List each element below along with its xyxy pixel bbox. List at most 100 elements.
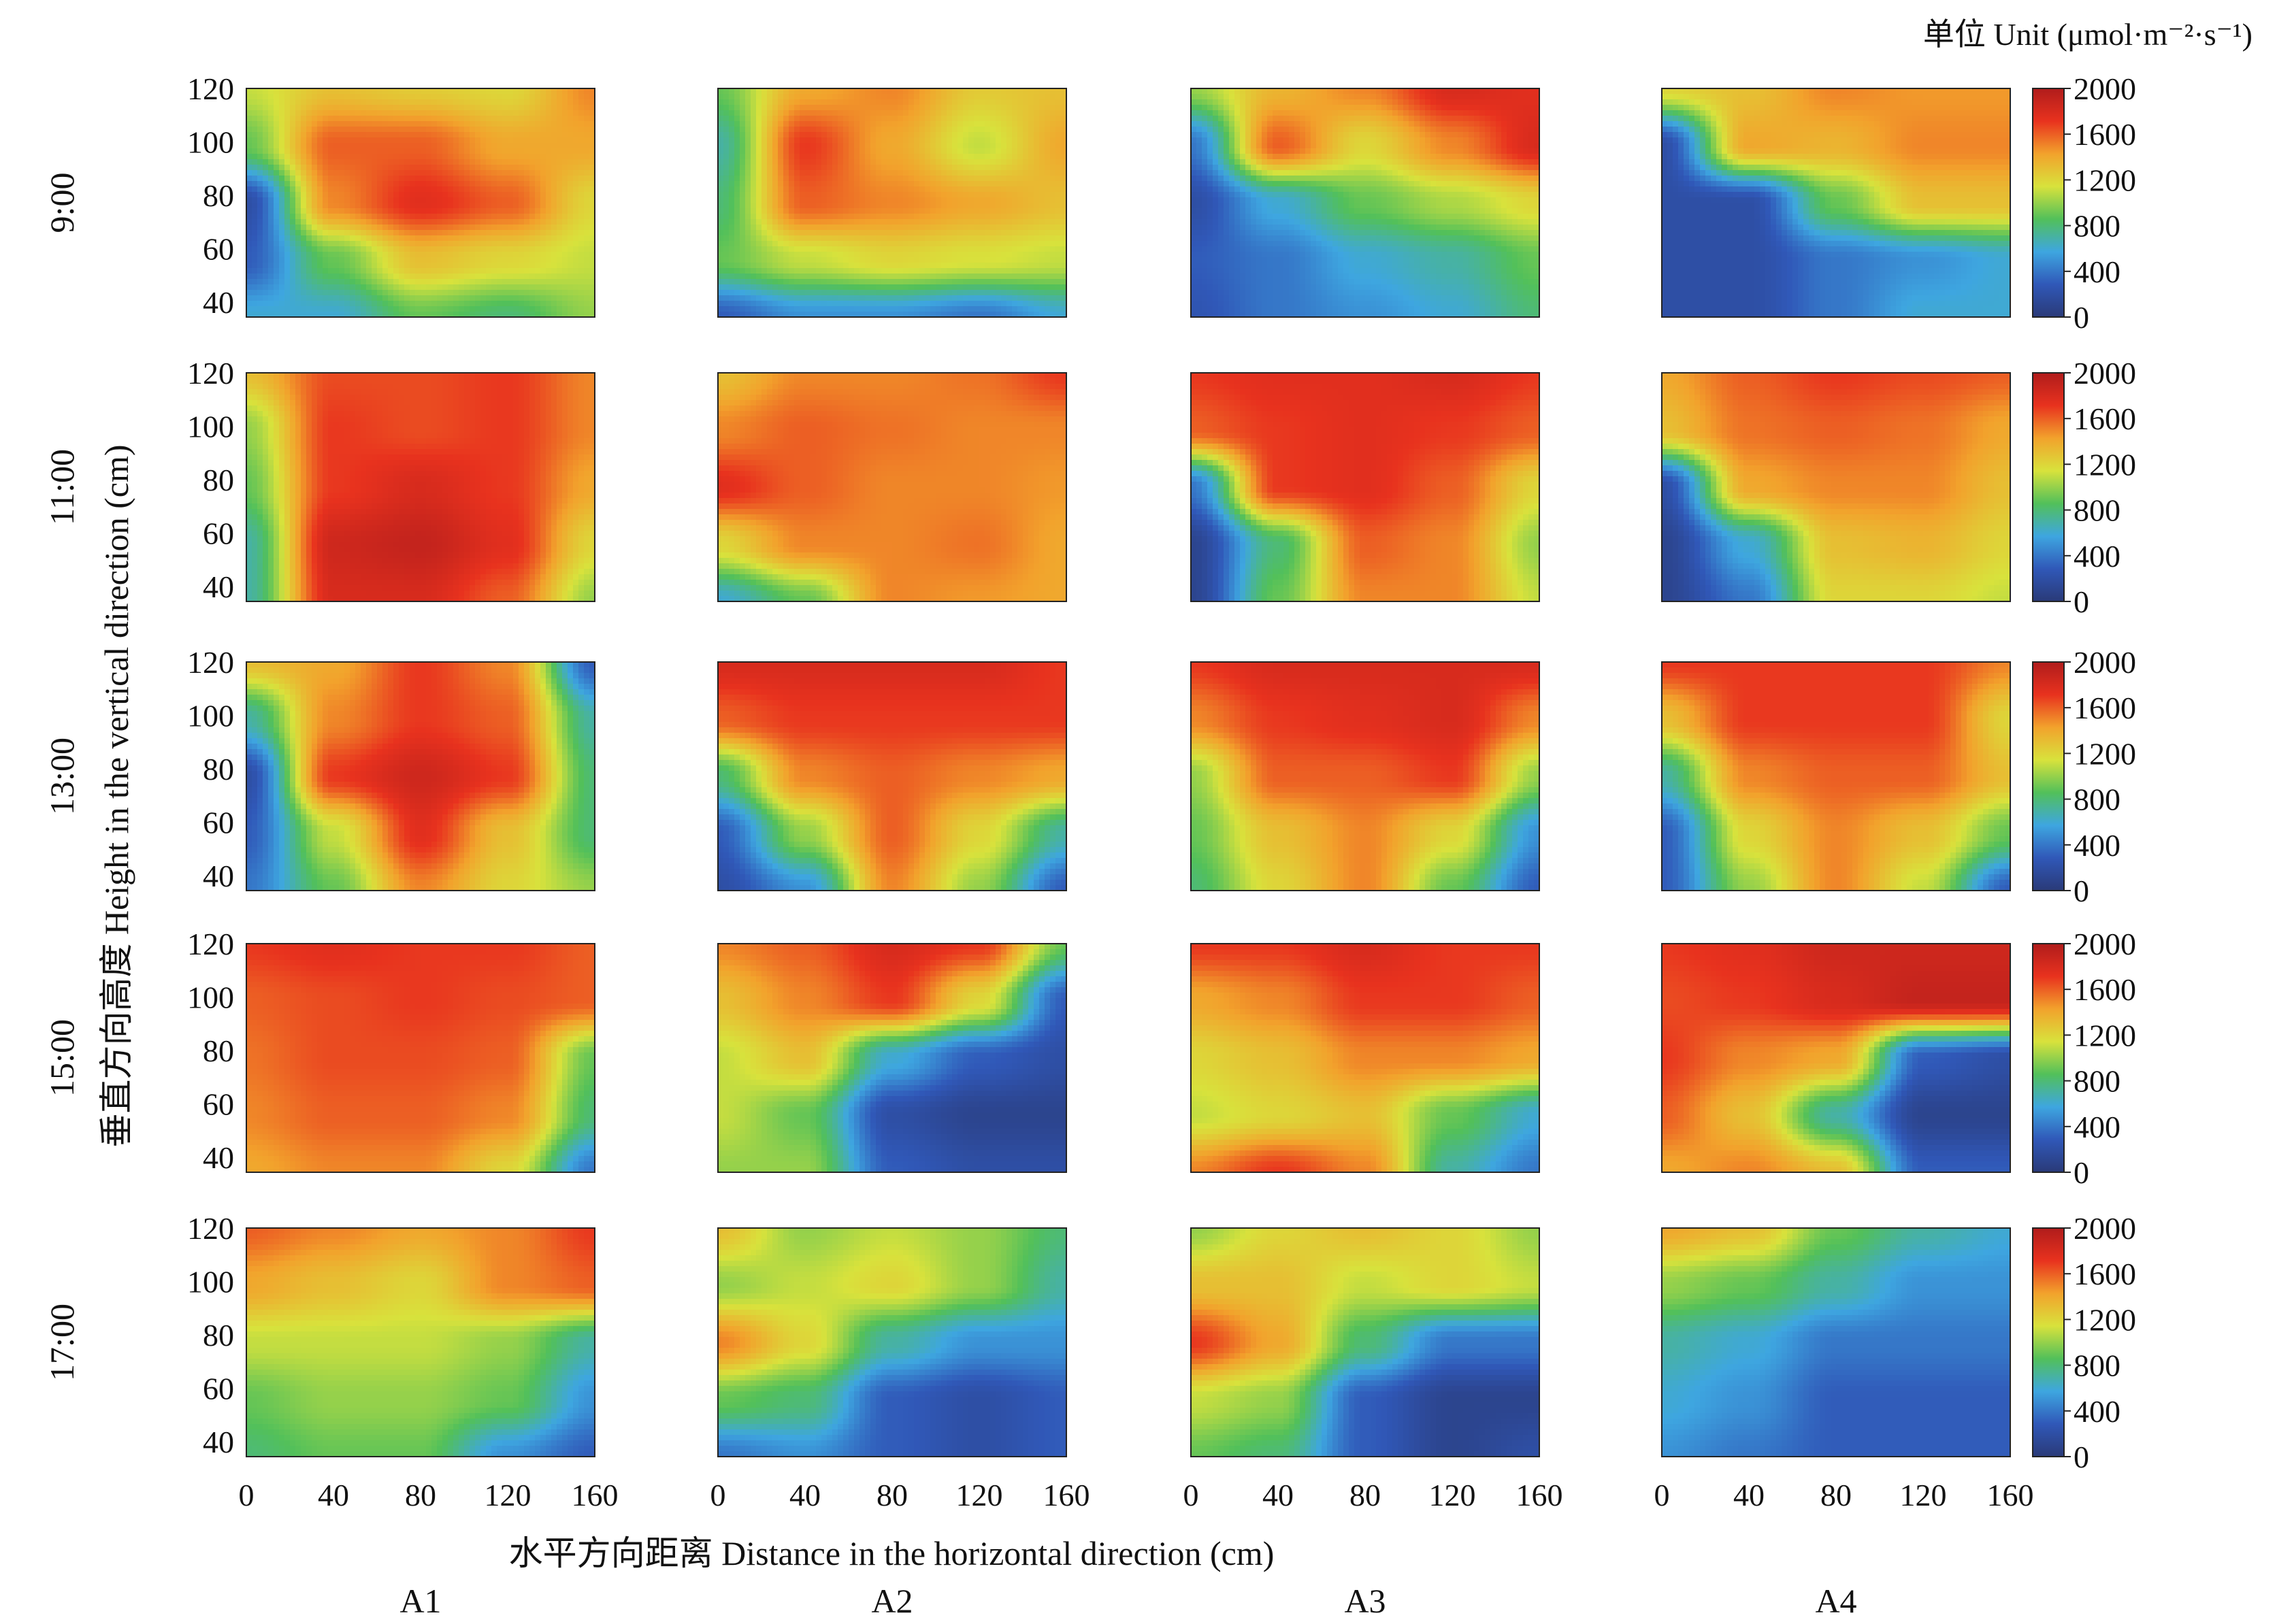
heatmap-cell [448,290,454,296]
heatmap-cell [508,203,514,209]
heatmap-cell [328,176,334,182]
heatmap-cell [290,301,296,307]
heatmap-cell [382,197,389,203]
heatmap-cell [252,110,258,116]
heatmap-cell [437,257,443,263]
heatmap-cell [437,235,443,242]
heatmap-cell [377,290,383,296]
heatmap-cell [372,268,378,274]
heatmap-cell [246,176,252,182]
heatmap-cell [529,110,536,116]
heatmap-cell [519,257,525,263]
heatmap-cell [333,159,340,165]
heatmap-cell [453,181,459,187]
heatmap-cell [453,295,459,301]
heatmap-cell [279,148,285,154]
heatmap-cell [448,132,454,138]
heatmap-cell [317,121,323,127]
heatmap-cell [404,225,410,231]
heatmap-cell [480,301,487,307]
heatmap-cell [502,241,508,247]
heatmap-cell [372,230,378,236]
heatmap-cell [529,235,536,242]
heatmap-cell [502,127,508,133]
heatmap-cell [540,165,546,171]
heatmap-cell [323,301,329,307]
heatmap-cell [540,268,546,274]
heatmap-cell [524,284,530,291]
heatmap-cell [584,181,590,187]
heatmap-cell [529,132,536,138]
heatmap-cell [513,274,519,280]
heatmap-cell [355,241,361,247]
heatmap-cell [519,176,525,182]
heatmap-cell [290,94,296,100]
heatmap-cell [551,148,557,154]
heatmap-cell [464,263,470,269]
heatmap-cell [312,143,318,149]
heatmap-cell [497,257,503,263]
heatmap-cell [382,246,389,252]
heatmap-cell [246,208,252,214]
heatmap-cell [513,268,519,274]
heatmap-cell [491,274,497,280]
heatmap-cell [366,154,372,160]
heatmap-cell [437,105,443,111]
heatmap-cell [415,203,421,209]
heatmap-cell [263,121,269,127]
heatmap-cell [584,263,590,269]
heatmap-cell [388,301,394,307]
heatmap-cell [470,105,476,111]
heatmap-cell [268,279,274,285]
heatmap-cell [382,235,389,242]
heatmap-cell [279,241,285,247]
heatmap-cell [540,197,546,203]
heatmap-cell [323,197,329,203]
heatmap-cell [372,165,378,171]
heatmap-cell [421,263,427,269]
heatmap-cell [372,257,378,263]
heatmap-cell [252,132,258,138]
heatmap-cell [301,219,307,225]
heatmap-cell [453,252,459,258]
heatmap-cell [246,246,252,252]
heatmap-cell [513,246,519,252]
heatmap-cell [246,257,252,263]
heatmap-cell [442,290,448,296]
heatmap-cell [486,301,492,307]
heatmap-cell [323,208,329,214]
heatmap-cell [540,143,546,149]
heatmap-cell [415,148,421,154]
heatmap-cell [486,105,492,111]
heatmap-cell [399,230,405,236]
heatmap-cell [573,274,579,280]
heatmap-cell [415,274,421,280]
heatmap-cell [388,235,394,242]
heatmap-cell [508,230,514,236]
heatmap-cell [437,154,443,160]
heatmap-cell [546,257,552,263]
heatmap-cell [328,263,334,269]
heatmap-cell [393,203,399,209]
heatmap-cell [252,154,258,160]
heatmap-cell [306,197,312,203]
heatmap-cell [328,121,334,127]
heatmap-cell [328,127,334,133]
heatmap-cell [382,105,389,111]
heatmap-cell [372,301,378,307]
heatmap-cell [257,241,263,247]
heatmap-cell [568,241,574,247]
heatmap-cell [508,143,514,149]
heatmap-cell [562,235,568,242]
heatmap-cell [431,192,438,198]
heatmap-cell [448,257,454,263]
heatmap-cell [578,143,585,149]
heatmap-cell [475,279,481,285]
heatmap-cell [328,230,334,236]
heatmap-cell [551,295,557,301]
heatmap-cell [453,203,459,209]
heatmap-cell [508,192,514,198]
heatmap-cell [410,165,416,171]
heatmap-cell [464,214,470,220]
heatmap-cell [290,121,296,127]
